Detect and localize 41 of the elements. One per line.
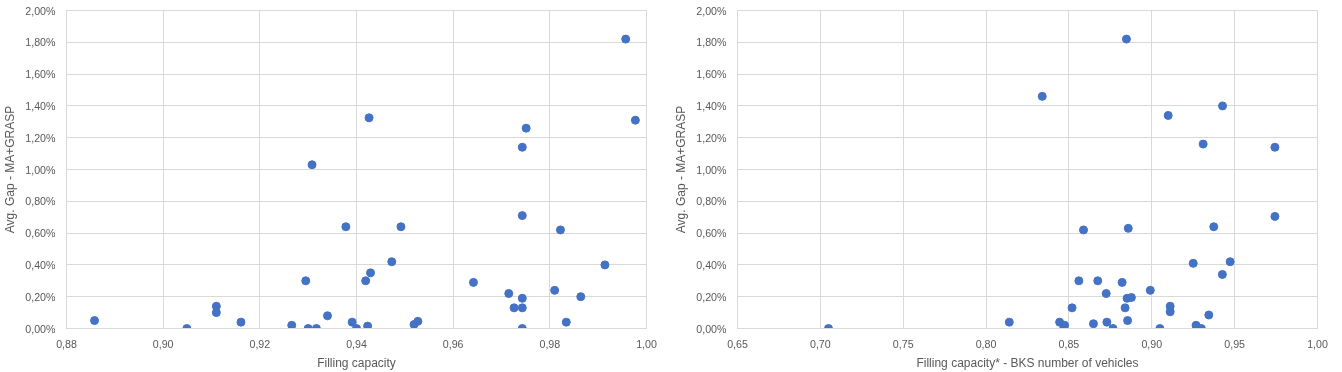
x-tick-label: 0,96: [442, 337, 464, 350]
x-tick-label: 0,94: [346, 337, 367, 350]
x-tick-label: 0,95: [1224, 337, 1246, 350]
y-tick-label: 1,00%: [696, 163, 728, 176]
x-tick-label: 1,00: [1307, 337, 1328, 350]
y-tick-label: 0,00%: [25, 322, 57, 335]
x-axis-title: Filling capacity* - BKS number of vehicles: [916, 355, 1139, 370]
y-tick-label: 1,80%: [696, 36, 728, 49]
y-tick-label: 1,00%: [25, 163, 57, 176]
x-tick-label: 0,90: [152, 337, 174, 350]
y-tick-label: 2,00%: [696, 4, 728, 17]
y-tick-label: 0,40%: [696, 258, 728, 271]
y-tick-label: 2,00%: [25, 4, 57, 17]
x-tick-label: 0,65: [727, 337, 748, 350]
y-tick-label: 0,00%: [696, 322, 728, 335]
x-tick-label: 0,70: [809, 337, 831, 350]
y-tick-label: 1,40%: [696, 99, 728, 112]
y-tick-label: 0,20%: [696, 290, 728, 303]
y-tick-label: 1,60%: [25, 68, 57, 81]
x-tick-label: 0,92: [249, 337, 271, 350]
y-tick-label: 1,80%: [25, 36, 57, 49]
y-tick-label: 0,80%: [696, 195, 728, 208]
y-tick-label: 0,40%: [25, 258, 57, 271]
x-tick-label: 1,00: [636, 337, 657, 350]
x-tick-label: 0,88: [56, 337, 77, 350]
x-tick-label: 0,75: [892, 337, 914, 350]
x-axis-title: Filling capacity: [317, 355, 396, 370]
y-tick-label: 1,20%: [25, 131, 57, 144]
y-tick-label: 0,60%: [25, 227, 57, 240]
x-tick-label: 0,85: [1058, 337, 1080, 350]
y-axis-title: Avg. Gap - MA+GRASP: [674, 105, 689, 234]
x-tick-label: 0,98: [539, 337, 561, 350]
y-tick-label: 1,40%: [25, 99, 57, 112]
x-tick-label: 0,90: [1141, 337, 1163, 350]
y-tick-label: 1,20%: [696, 131, 728, 144]
y-tick-label: 0,80%: [25, 195, 57, 208]
y-axis-title: Avg. Gap - MA+GRASP: [3, 105, 18, 234]
x-tick-label: 0,80: [975, 337, 997, 350]
y-tick-label: 1,60%: [696, 68, 728, 81]
y-tick-label: 0,20%: [25, 290, 57, 303]
y-tick-label: 0,60%: [696, 227, 728, 240]
